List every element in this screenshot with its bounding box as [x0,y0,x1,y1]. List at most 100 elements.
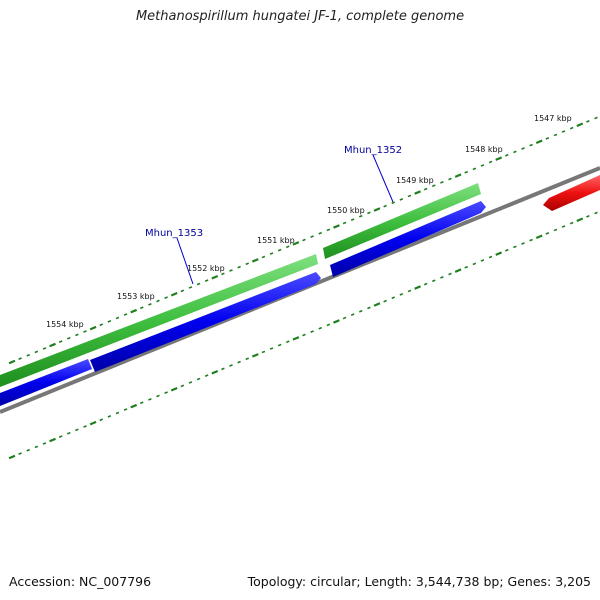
upper-tick [464,170,469,174]
lower-tick [391,296,396,300]
lower-tick [42,442,47,445]
gene-label-mhun-1353: Mhun_1353 [145,228,203,239]
upper-tick [448,177,452,181]
lower-tick [196,377,201,381]
red-feature[interactable] [543,175,600,211]
lower-tick [8,454,16,460]
lower-tick [75,428,79,432]
scale-label-1553: 1553 kbp [117,292,155,301]
upper-tick [58,340,63,344]
lower-tick [170,386,178,392]
upper-tick [472,167,477,171]
upper-tick [576,122,584,128]
upper-tick [107,319,112,323]
lower-tick [504,248,509,252]
cds-feature-mhun-1353[interactable] [90,272,321,372]
upper-tick [245,262,250,266]
lower-tick [472,262,477,266]
lower-tick [480,259,485,262]
lower-tick [285,340,290,344]
lower-tick [373,302,381,307]
upper-tick [488,160,493,164]
upper-tick [130,308,138,314]
upper-tick [237,265,241,269]
lower-tick [58,435,63,439]
upper-tick [594,116,598,120]
lower-tick [529,238,533,242]
lower-tick [251,353,259,358]
cds-feature-left[interactable] [0,359,92,406]
upper-tick [83,330,87,333]
lower-tick [464,265,469,269]
lower-tick [350,313,355,317]
lower-tick [513,245,517,249]
upper-tick [204,279,209,283]
leader-line-mhun-1353 [176,237,194,285]
lower-tick [237,360,241,364]
scale-label-1550: 1550 kbp [327,206,365,215]
upper-tick [302,238,306,242]
lower-tick [245,357,250,361]
lower-tick [302,333,306,337]
upper-tick [358,214,363,218]
scale-label-1552: 1552 kbp [187,264,225,273]
scale-label-1547: 1547 kbp [534,114,572,123]
lower-tick [277,343,282,347]
lower-tick [123,408,128,411]
lower-tick [576,217,584,223]
upper-tick [440,181,444,184]
upper-tick [66,336,71,340]
lower-tick [180,384,185,388]
lower-tick [383,299,387,303]
lower-tick [148,398,152,401]
lower-tick [26,448,31,452]
lower-tick [292,336,300,341]
upper-tick [521,147,525,150]
upper-tick [285,245,290,249]
upper-tick-track [8,116,598,365]
genome-summary-text: Topology: circular; Length: 3,544,738 bp… [247,574,591,589]
upper-tick [399,197,404,201]
upper-tick [414,190,421,195]
cds-feature-mhun-1352[interactable] [330,201,486,277]
gene-feature-mhun-1353[interactable] [0,254,318,387]
upper-tick [170,291,178,297]
upper-tick [261,255,266,259]
leader-line-mhun-1352 [372,154,394,203]
upper-tick [229,269,233,272]
upper-tick [454,173,462,178]
scale-label-1548: 1548 kbp [465,145,503,154]
upper-tick [211,275,219,280]
gene-feature-mhun-1352[interactable] [323,183,481,259]
upper-tick [561,130,566,133]
upper-tick [373,207,381,212]
lower-tick [66,431,71,435]
upper-tick [18,357,22,360]
lower-tick [204,374,209,378]
upper-tick [342,221,347,225]
upper-tick [180,289,185,293]
lower-tick [367,306,371,310]
upper-tick [480,164,485,167]
gene-label-mhun-1352: Mhun_1352 [344,145,402,156]
lower-tick [261,350,266,354]
upper-tick [423,187,428,191]
lower-tick [358,309,363,313]
upper-tick [251,258,259,263]
upper-tick [535,139,543,144]
lower-tick [399,292,404,296]
lower-tick [221,367,225,371]
upper-tick [42,347,47,350]
lower-tick [130,403,138,409]
lower-tick [414,285,421,290]
lower-tick [310,330,314,333]
scale-label-1549: 1549 kbp [396,176,434,185]
upper-tick [545,136,550,140]
upper-tick [188,286,193,289]
upper-tick [156,299,160,303]
lower-tick [521,242,525,245]
lower-tick [423,282,428,286]
lower-tick [83,425,87,428]
upper-tick [383,204,387,208]
